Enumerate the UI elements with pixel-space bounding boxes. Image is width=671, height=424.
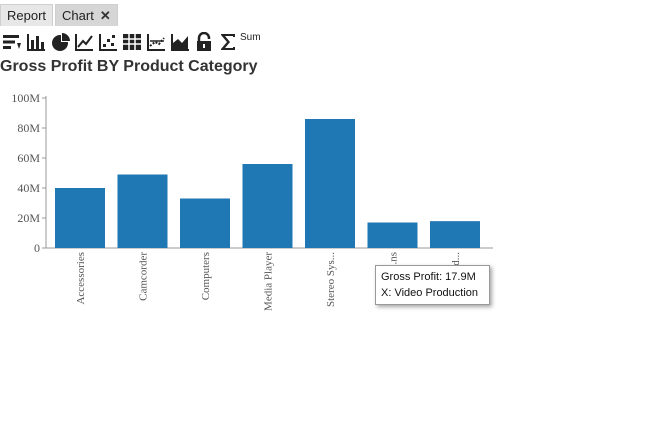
- y-tick-label: 60M: [17, 151, 40, 165]
- bar-chart: 0 20M 40M 60M 80M 100M Accessories Camcorder Com…: [11, 91, 493, 311]
- sort-icon[interactable]: [2, 32, 22, 52]
- y-tick-label: 100M: [11, 91, 40, 105]
- tab-chart-label: Chart: [62, 8, 94, 23]
- chart-tooltip: Gross Profit: 17.9M X: Video Production: [375, 265, 490, 305]
- tooltip-value: Gross Profit: 17.9M: [381, 271, 476, 283]
- tab-bar: Report Chart ✕: [0, 4, 120, 26]
- chart-title: Gross Profit BY Product Category: [0, 58, 258, 75]
- y-tick-label: 20M: [17, 211, 40, 225]
- close-icon[interactable]: ✕: [99, 8, 111, 23]
- sigma-icon[interactable]: [218, 32, 238, 52]
- tab-chart[interactable]: Chart ✕: [55, 4, 118, 26]
- x-tick-label: Accessories: [75, 252, 87, 305]
- bar-3: [242, 164, 293, 248]
- trend-icon[interactable]: [146, 32, 166, 52]
- bar-0: [55, 188, 105, 248]
- x-tick-label: Media Player: [263, 252, 275, 311]
- tab-report[interactable]: Report: [0, 4, 54, 26]
- y-tick-label: 0: [34, 241, 40, 255]
- tab-report-label: Report: [7, 8, 47, 23]
- pie-chart-icon[interactable]: [50, 32, 70, 52]
- bar-6: [430, 221, 480, 248]
- chart-toolbar: Sum: [2, 32, 261, 52]
- scatter-icon[interactable]: [98, 32, 118, 52]
- sum-label[interactable]: Sum: [240, 31, 261, 43]
- bar-5: [367, 222, 418, 248]
- y-tick-label: 80M: [17, 121, 40, 135]
- area-chart-icon[interactable]: [170, 32, 190, 52]
- y-tick-label: 40M: [17, 181, 40, 195]
- table-grid-icon[interactable]: [122, 32, 142, 52]
- x-tick-label: Camcorder: [138, 252, 150, 301]
- bar-2: [180, 198, 230, 248]
- x-tick-label: Computers: [200, 252, 212, 300]
- bar-4: [305, 119, 355, 248]
- line-chart-icon[interactable]: [74, 32, 94, 52]
- bar-1: [117, 174, 168, 248]
- x-tick-label: Stereo Sys...: [325, 252, 337, 307]
- tooltip-category: X: Video Production: [381, 287, 479, 299]
- bar-chart-icon[interactable]: [26, 32, 46, 52]
- lock-icon[interactable]: [194, 32, 214, 52]
